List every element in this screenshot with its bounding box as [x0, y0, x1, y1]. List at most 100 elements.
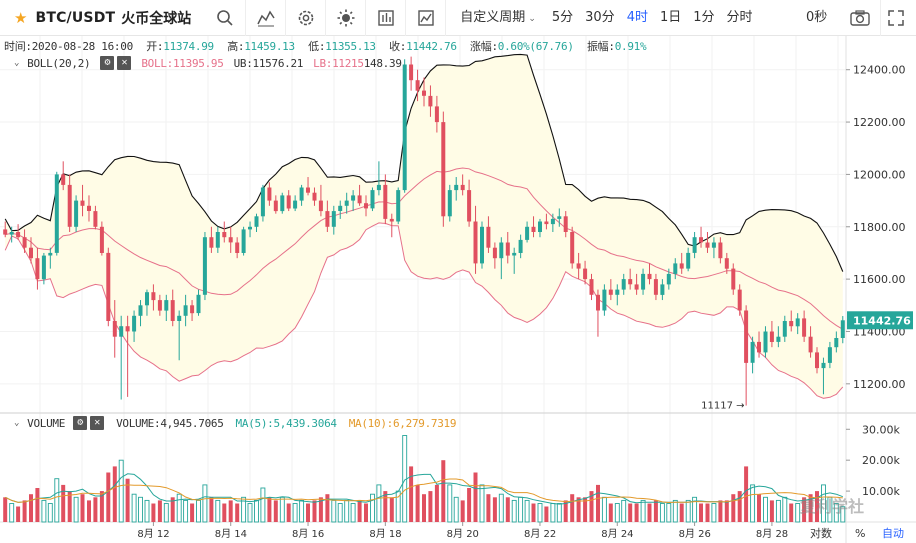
- watermark-text: 复利学社: [799, 497, 864, 516]
- candle-body: [151, 292, 156, 301]
- custom-period-dropdown[interactable]: 自定义周期 ⌄: [454, 0, 546, 36]
- boll-mid-line: [5, 167, 844, 330]
- period-timeline[interactable]: 分时: [726, 9, 753, 25]
- volume-bar: [215, 499, 221, 523]
- candle-body: [434, 106, 439, 123]
- price-tick-label: 11800.00: [853, 221, 906, 234]
- volume-bar: [802, 497, 807, 522]
- candle-body: [757, 341, 761, 353]
- volume-bar: [583, 497, 588, 522]
- compare-icon[interactable]: [405, 0, 445, 36]
- volume-bar: [672, 499, 678, 523]
- period-30m[interactable]: 30分: [585, 9, 615, 25]
- candle-body: [61, 174, 66, 185]
- chevron-down-icon: ⌄: [528, 13, 536, 24]
- volume-ma10-line: [4, 478, 843, 504]
- candle-body: [602, 289, 607, 311]
- candle-body: [164, 300, 169, 311]
- volume-bar: [131, 493, 137, 523]
- period-1d[interactable]: 1日: [659, 9, 682, 25]
- volume-bar: [209, 497, 214, 522]
- volume-bar: [299, 499, 305, 523]
- boll-ub-value: UB:11576.21: [233, 56, 304, 70]
- theme-icon[interactable]: [325, 0, 365, 36]
- volume-bar: [292, 503, 298, 523]
- candle-body: [209, 237, 214, 248]
- volume-bar: [357, 500, 362, 522]
- volume-bar: [80, 494, 85, 522]
- candle-body: [87, 205, 91, 211]
- volume-bar: [163, 503, 169, 523]
- candle-body: [357, 195, 362, 204]
- candle-body: [54, 174, 59, 253]
- high-value: 11459.13: [244, 40, 295, 53]
- collapse-chevron-icon[interactable]: ⌄: [14, 58, 20, 68]
- volume-bar: [634, 503, 639, 522]
- candle-body: [718, 242, 723, 259]
- volume-collapse-chevron-icon[interactable]: ⌄: [14, 418, 20, 428]
- price-tick-label: 11600.00: [853, 273, 906, 286]
- candle-body: [254, 216, 259, 227]
- time-label: 时间:: [4, 40, 32, 53]
- volume-bar: [434, 484, 439, 522]
- symbol-area[interactable]: ★ BTC/USDT 火币全球站: [0, 0, 191, 36]
- volume-bar: [196, 499, 201, 523]
- candle-body: [467, 190, 472, 222]
- camera-icon[interactable]: [846, 0, 874, 36]
- candle-body: [241, 229, 246, 253]
- favorite-star-icon[interactable]: ★: [14, 8, 28, 27]
- volume-bar: [279, 496, 285, 523]
- candle-body: [570, 232, 575, 264]
- period-4h[interactable]: 4时: [626, 9, 648, 25]
- period-5m[interactable]: 5分: [551, 9, 574, 25]
- volume-bar: [325, 494, 330, 522]
- boll-close-icon[interactable]: ✕: [117, 56, 132, 70]
- time-tick-label: 8月 24: [601, 528, 633, 540]
- candle-body: [782, 321, 787, 337]
- candle-body: [576, 263, 581, 269]
- price-chart[interactable]: 12400.00 12200.00 12000.00 11800.00 11600.00…: [0, 36, 916, 543]
- settings-icon[interactable]: [285, 0, 325, 36]
- boll-indicator-name: BOLL(20,2): [27, 56, 91, 70]
- change-value: 0.60%(67.76): [497, 40, 574, 53]
- volume-bar: [389, 497, 394, 522]
- template-icon[interactable]: [365, 0, 405, 36]
- volume-bar: [769, 500, 774, 522]
- volume-bar: [789, 503, 794, 522]
- candle-body: [705, 242, 710, 248]
- custom-period-label: 自定义周期: [460, 9, 526, 25]
- volume-bar: [511, 499, 517, 523]
- volume-settings-icon[interactable]: ⚙: [73, 416, 88, 430]
- indicator-icon[interactable]: [245, 0, 285, 36]
- candle-body: [422, 90, 426, 96]
- volume-bar: [228, 500, 233, 522]
- candle-body: [769, 331, 774, 342]
- volume-bar: [537, 503, 543, 523]
- chart-toolbar: ★ BTC/USDT 火币全球站 自定义周期 ⌄ 5分 30分 4时 1日 1分 …: [0, 0, 916, 36]
- log-toggle: 对数: [810, 526, 832, 540]
- volume-bar: [544, 506, 549, 522]
- symbol-name: BTC/USDT: [35, 9, 116, 26]
- volume-bar: [144, 499, 150, 523]
- volume-bar: [3, 497, 8, 522]
- volume-bar: [99, 491, 104, 522]
- fullscreen-icon[interactable]: [880, 0, 910, 36]
- period-1m[interactable]: 1分: [693, 9, 715, 25]
- candle-body: [132, 315, 137, 332]
- candle-body: [641, 273, 646, 290]
- candle-body: [48, 252, 53, 256]
- candle-body: [312, 192, 317, 201]
- search-icon[interactable]: [205, 0, 245, 36]
- volume-bar: [460, 500, 465, 522]
- volume-bar: [705, 503, 710, 522]
- volume-bar: [222, 503, 227, 522]
- volume-bar: [653, 500, 658, 522]
- candle-body: [647, 273, 652, 280]
- volume-bar: [628, 503, 633, 522]
- volume-bar: [273, 500, 278, 522]
- volume-close-icon[interactable]: ✕: [90, 416, 105, 430]
- volume-bar: [647, 503, 652, 522]
- candle-body: [628, 279, 633, 285]
- boll-settings-icon[interactable]: ⚙: [100, 56, 115, 70]
- volume-bar: [306, 503, 310, 522]
